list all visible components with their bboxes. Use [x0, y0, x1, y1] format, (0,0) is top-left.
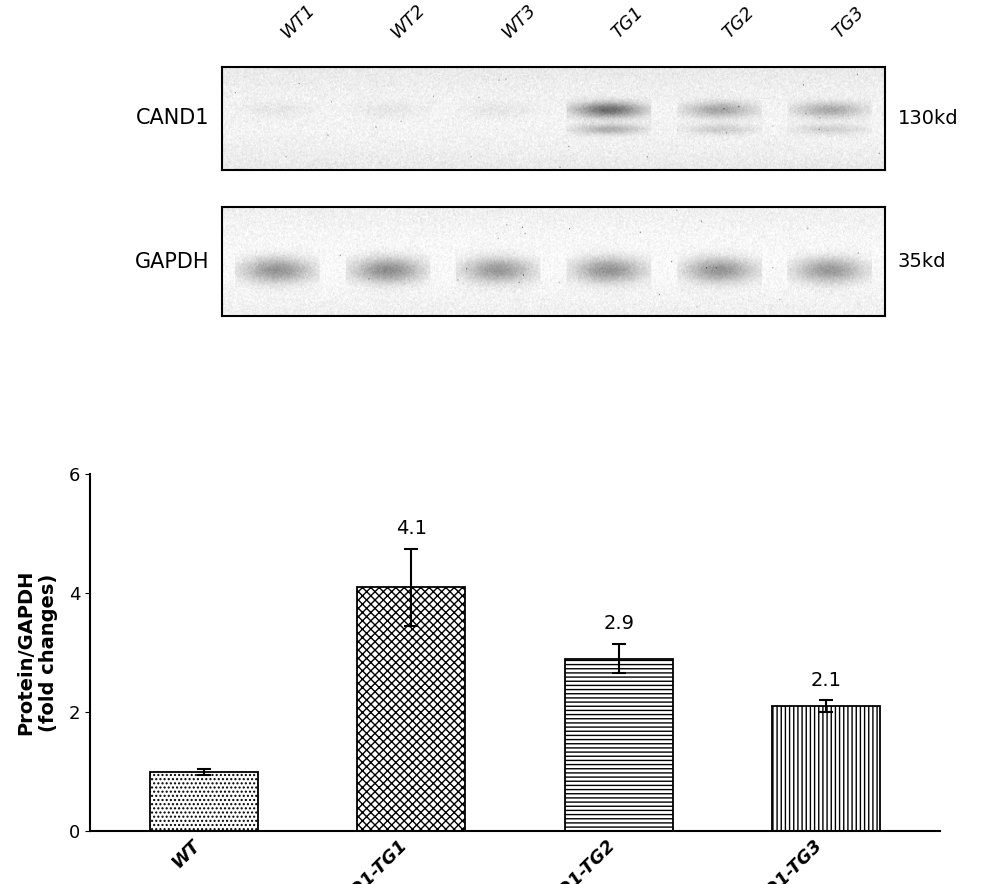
Text: 35kd: 35kd — [898, 252, 946, 271]
Bar — [150, 772, 258, 831]
Text: WT1: WT1 — [277, 0, 318, 42]
Text: TG2: TG2 — [719, 3, 758, 42]
Text: GAPDH: GAPDH — [134, 252, 209, 271]
Text: 2.9: 2.9 — [603, 614, 634, 633]
Bar — [357, 587, 465, 831]
Text: TG3: TG3 — [830, 3, 868, 42]
Text: TG1: TG1 — [609, 3, 647, 42]
Text: 2.1: 2.1 — [810, 671, 841, 690]
Text: 4.1: 4.1 — [396, 519, 427, 538]
Bar — [565, 659, 673, 831]
Text: WT2: WT2 — [388, 0, 429, 42]
Text: CAND1: CAND1 — [136, 108, 209, 128]
Text: WT3: WT3 — [498, 0, 539, 42]
Bar — [772, 706, 880, 831]
Text: 130kd: 130kd — [898, 109, 958, 127]
Y-axis label: Protein/GAPDH
(fold changes): Protein/GAPDH (fold changes) — [17, 570, 58, 735]
